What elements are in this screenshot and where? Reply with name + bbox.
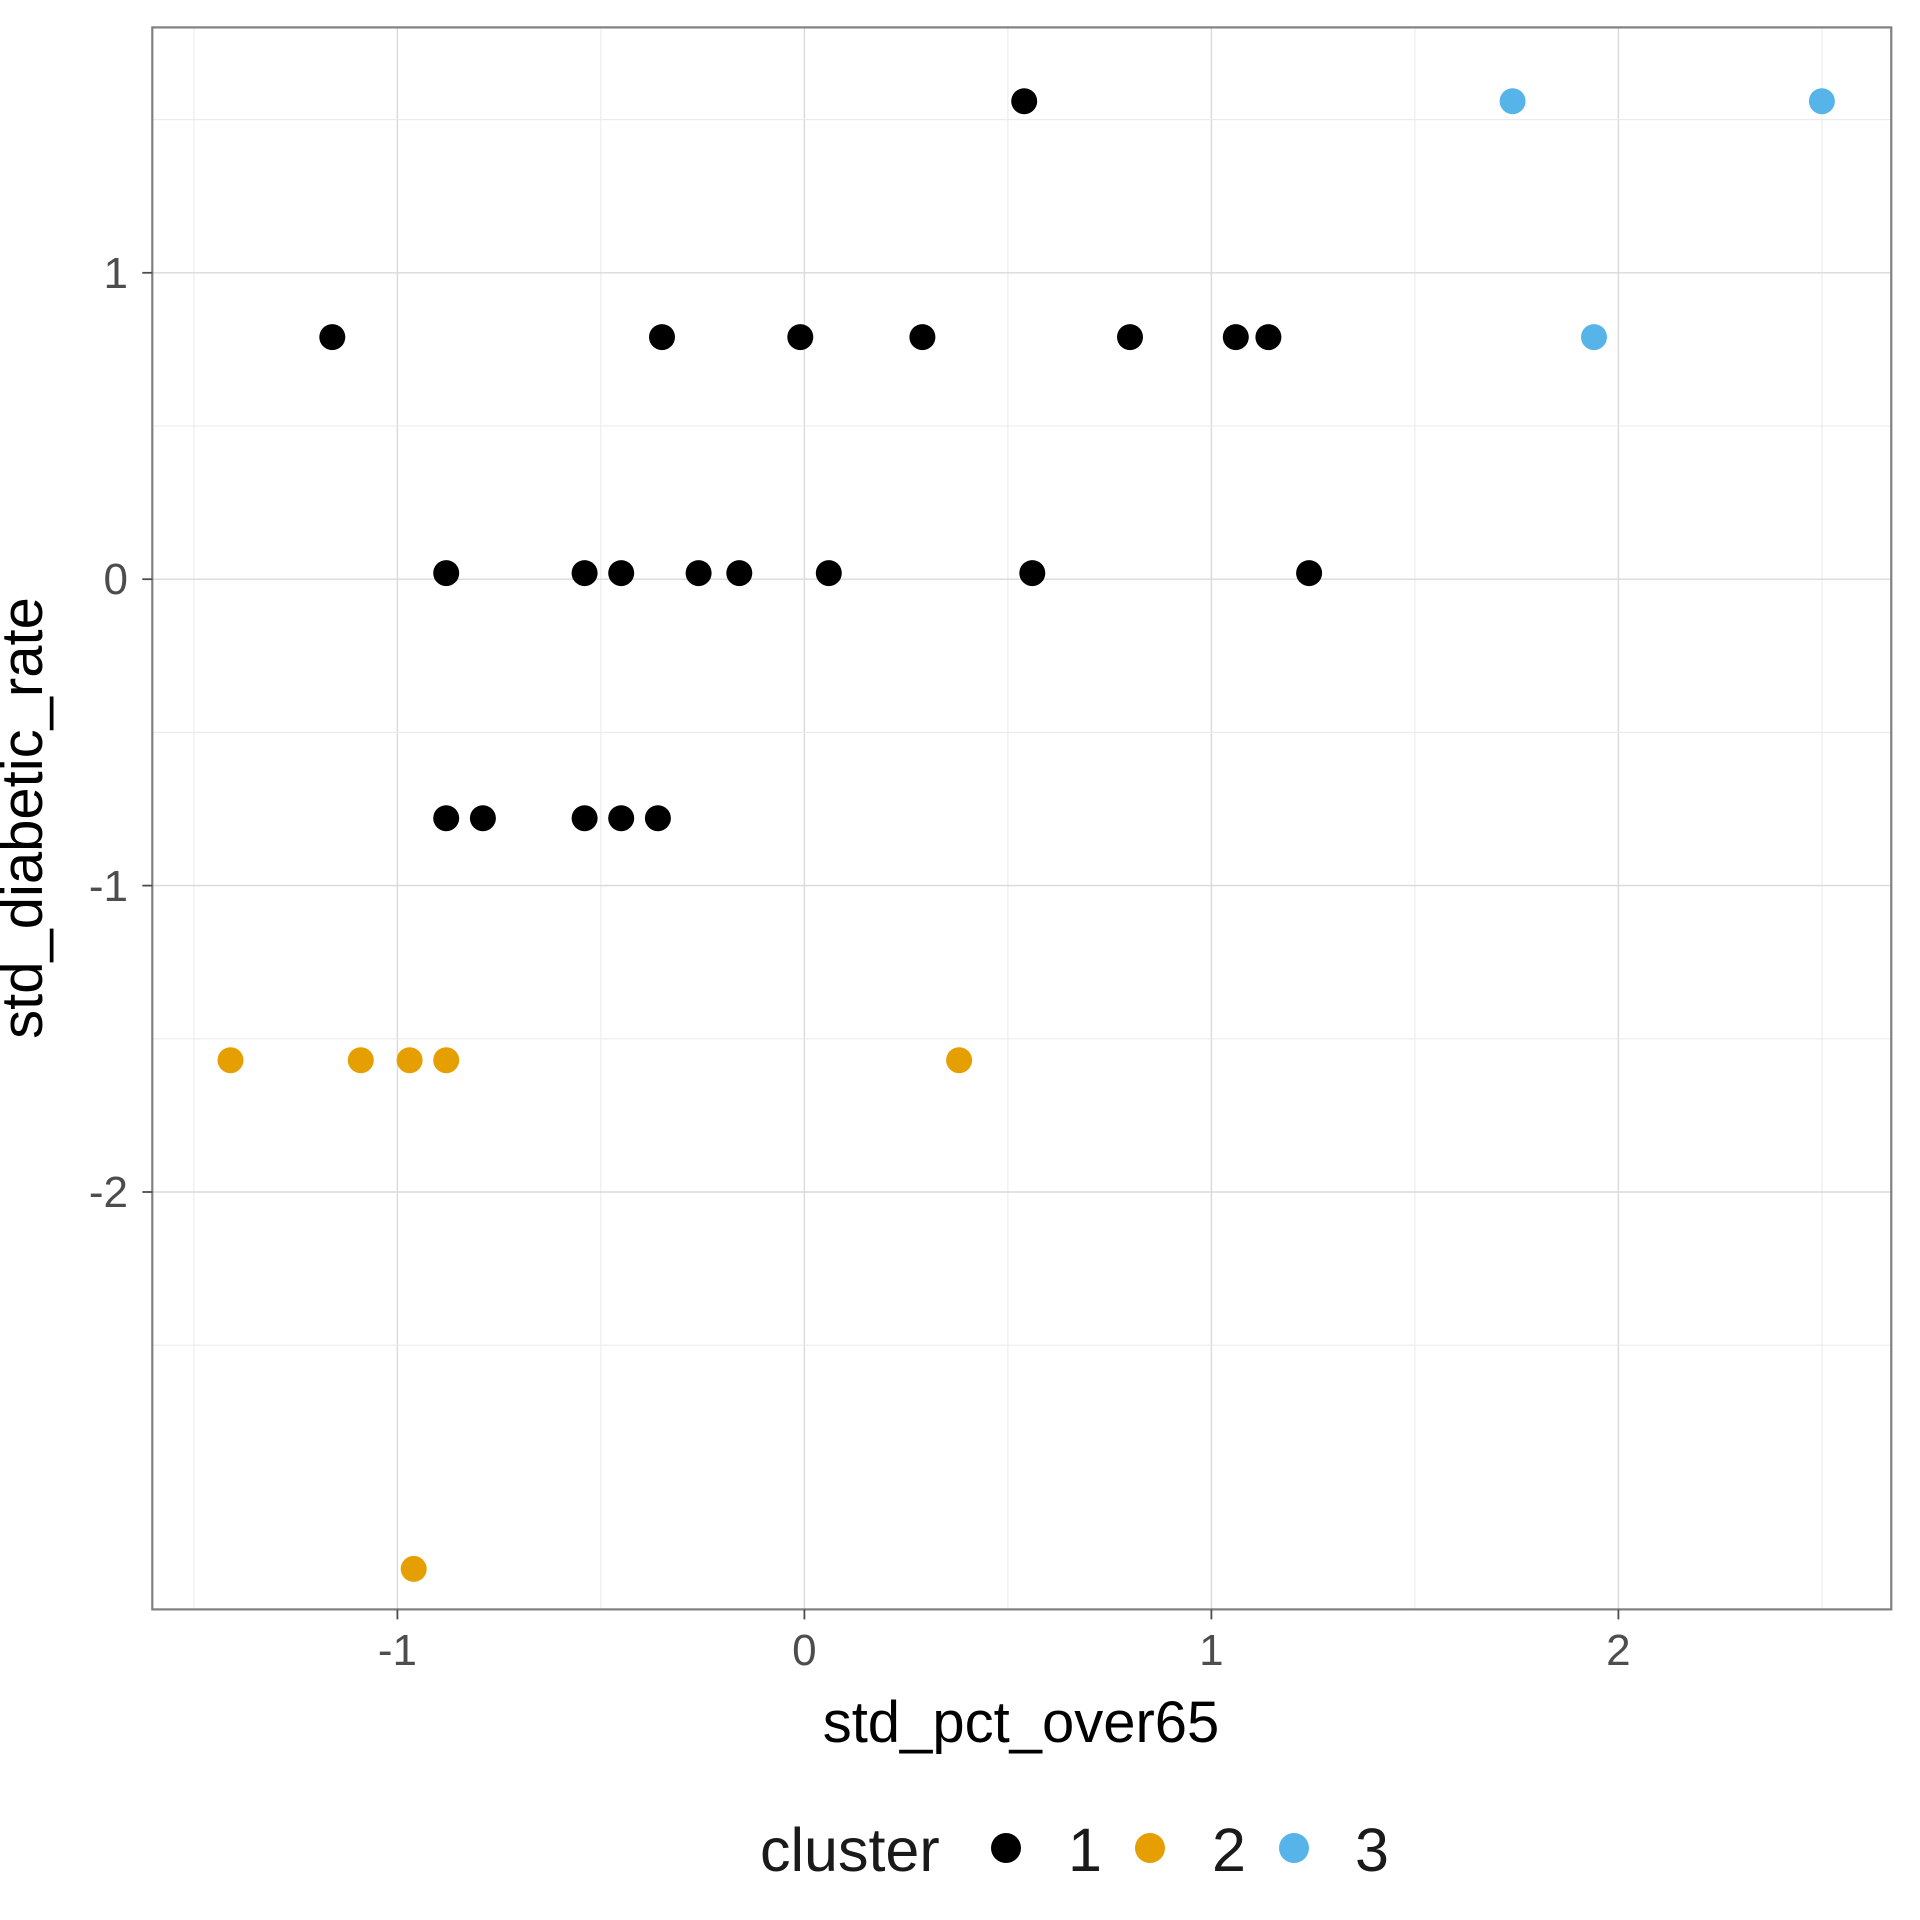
svg-text:-1: -1: [89, 862, 128, 911]
svg-text:0: 0: [792, 1626, 816, 1675]
svg-text:cluster: cluster: [760, 1816, 940, 1884]
svg-text:0: 0: [104, 555, 128, 604]
svg-text:1: 1: [1068, 1816, 1102, 1884]
svg-text:1: 1: [1199, 1626, 1223, 1675]
svg-text:std_diabetic_rate: std_diabetic_rate: [0, 597, 55, 1039]
svg-text:-1: -1: [378, 1626, 417, 1675]
svg-text:1: 1: [104, 249, 128, 298]
svg-text:-2: -2: [89, 1168, 128, 1217]
svg-text:std_pct_over65: std_pct_over65: [823, 1690, 1220, 1755]
svg-text:3: 3: [1355, 1816, 1389, 1884]
svg-text:2: 2: [1606, 1626, 1630, 1675]
svg-text:2: 2: [1212, 1816, 1246, 1884]
